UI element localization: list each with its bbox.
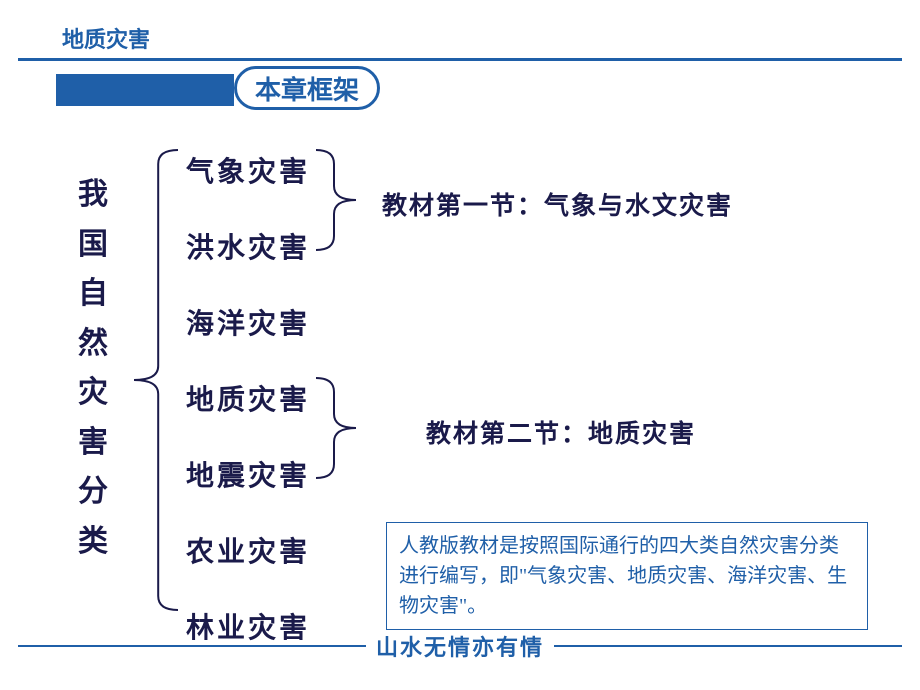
chapter-two: 教材第二节：地质灾害	[426, 414, 696, 450]
category-item: 地质灾害	[186, 378, 310, 418]
section-label: 本章框架	[255, 70, 359, 107]
top-rule	[18, 58, 902, 61]
header-title: 地质灾害	[62, 22, 150, 54]
category-item: 农业灾害	[186, 530, 310, 570]
category-list: 气象灾害洪水灾害海洋灾害地质灾害地震灾害农业灾害林业灾害	[186, 150, 310, 646]
group2-bracket	[316, 378, 356, 478]
note-box: 人教版教材是按照国际通行的四大类自然灾害分类进行编写，即"气象灾害、地质灾害、海…	[386, 522, 868, 630]
footer-rule-left	[18, 645, 366, 648]
section-bar	[56, 74, 234, 106]
category-item: 地震灾害	[186, 454, 310, 494]
chapter-one: 教材第一节：气象与水文灾害	[382, 186, 733, 222]
category-item: 洪水灾害	[186, 226, 310, 266]
category-item: 气象灾害	[186, 150, 310, 190]
footer: 山水无情亦有情	[18, 630, 902, 662]
section-pill: 本章框架	[234, 66, 380, 110]
footer-text: 山水无情亦有情	[366, 630, 554, 662]
vertical-title: 我国自然灾害分类	[76, 170, 110, 566]
category-item: 海洋灾害	[186, 302, 310, 342]
main-bracket	[134, 150, 178, 610]
footer-rule-right	[554, 645, 902, 648]
group1-bracket	[316, 150, 356, 250]
